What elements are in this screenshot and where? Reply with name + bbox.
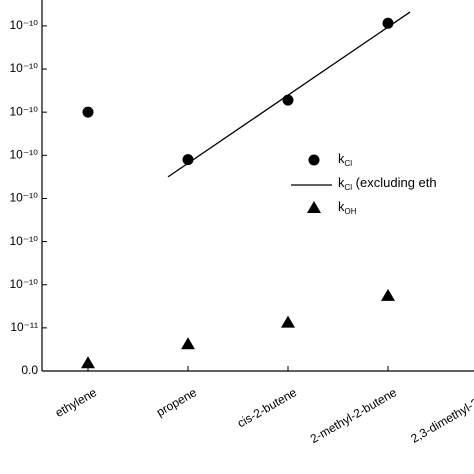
legend-name: k — [338, 151, 345, 166]
x-tick-label: 2-methyl-2-butene — [308, 385, 400, 446]
legend-label: kCl — [338, 151, 352, 168]
point — [82, 106, 94, 118]
legend-sub: Cl — [345, 183, 353, 192]
point — [181, 337, 195, 350]
y-tick-label: 0.0 — [21, 363, 38, 377]
fit-line — [167, 11, 411, 178]
point — [281, 315, 295, 328]
y-tick-label: 10⁻¹⁰ — [10, 277, 39, 291]
legend-sub: Cl — [345, 159, 353, 168]
x-tick-label: cis-2-butene — [235, 385, 299, 430]
legend-sub: OH — [345, 207, 357, 216]
point — [182, 154, 194, 166]
y-tick-label: 10⁻¹⁰ — [10, 104, 39, 118]
y-tick-label: 10⁻¹⁰ — [10, 147, 39, 161]
legend-label: kCl (excluding eth — [338, 175, 437, 192]
point — [381, 288, 395, 301]
y-tick-label: 10⁻¹⁰ — [10, 61, 39, 75]
y-tick-label: 10⁻¹⁰ — [10, 191, 39, 205]
point — [282, 94, 294, 106]
legend-label: kOH — [338, 199, 357, 216]
y-tick-label: 10⁻¹⁰ — [10, 18, 39, 32]
x-tick-label: 2,3-dimethyl-2-but — [408, 385, 474, 446]
point — [81, 356, 95, 369]
legend-name: k — [338, 199, 345, 214]
y-tick-label: 10⁻¹⁰ — [10, 234, 39, 248]
legend-name: k — [338, 175, 345, 190]
point — [382, 17, 394, 29]
legend-symbol — [308, 154, 320, 166]
x-tick-label: ethylene — [53, 385, 100, 420]
x-tick-label: propene — [154, 385, 199, 419]
legend-suffix: (excluding eth — [352, 175, 437, 190]
y-tick-label: 10⁻¹¹ — [10, 320, 38, 334]
legend-symbol — [307, 201, 321, 213]
